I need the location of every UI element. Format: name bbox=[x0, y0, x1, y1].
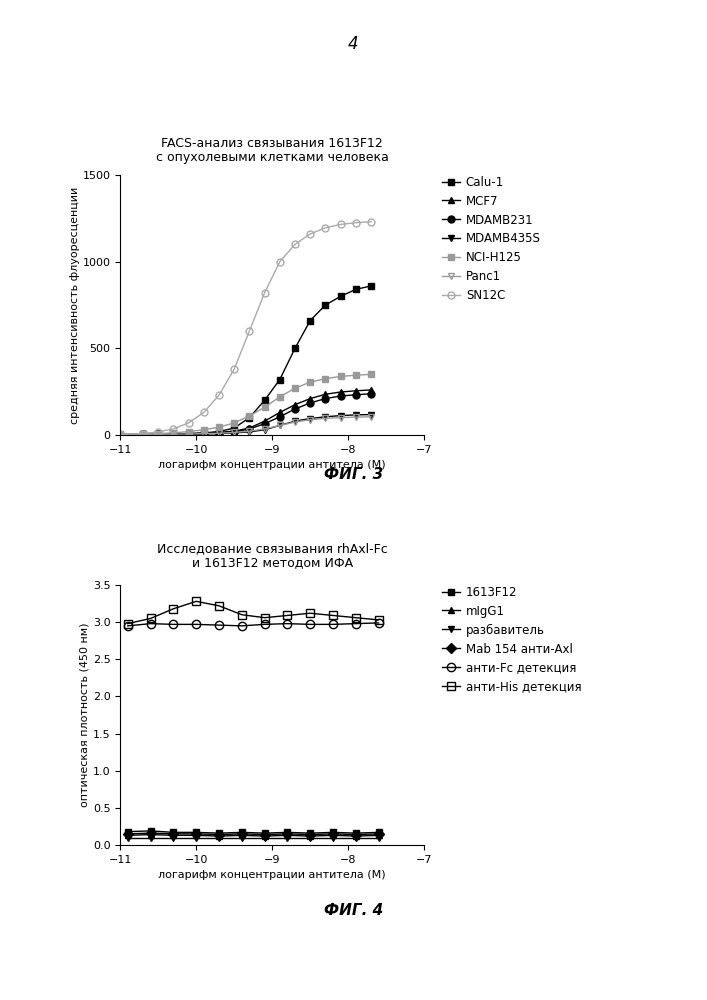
Text: Исследование связывания rhAxl-Fc: Исследование связывания rhAxl-Fc bbox=[157, 542, 387, 555]
Text: FACS-анализ связывания 1613F12: FACS-анализ связывания 1613F12 bbox=[161, 137, 383, 150]
Text: ФИГ. 3: ФИГ. 3 bbox=[324, 467, 383, 482]
Text: 4: 4 bbox=[348, 35, 359, 53]
Legend: Calu-1, MCF7, MDAMB231, MDAMB435S, NCI-H125, Panc1, SN12C: Calu-1, MCF7, MDAMB231, MDAMB435S, NCI-H… bbox=[443, 176, 541, 302]
X-axis label: логарифм концентрации антитела (М): логарифм концентрации антитела (М) bbox=[158, 870, 386, 880]
Legend: 1613F12, mIgG1, разбавитель, Mab 154 анти-Axl, анти-Fc детекция, анти-His детекц: 1613F12, mIgG1, разбавитель, Mab 154 ант… bbox=[443, 586, 581, 693]
X-axis label: логарифм концентрации антитела (М): логарифм концентрации антитела (М) bbox=[158, 460, 386, 470]
Text: ФИГ. 4: ФИГ. 4 bbox=[324, 903, 383, 918]
Text: с опухолевыми клетками человека: с опухолевыми клетками человека bbox=[156, 151, 389, 164]
Y-axis label: оптическая плотность (450 нм): оптическая плотность (450 нм) bbox=[80, 623, 90, 807]
Text: и 1613F12 методом ИФА: и 1613F12 методом ИФА bbox=[192, 556, 353, 569]
Y-axis label: средняя интенсивность флуоресценции: средняя интенсивность флуоресценции bbox=[70, 186, 80, 424]
